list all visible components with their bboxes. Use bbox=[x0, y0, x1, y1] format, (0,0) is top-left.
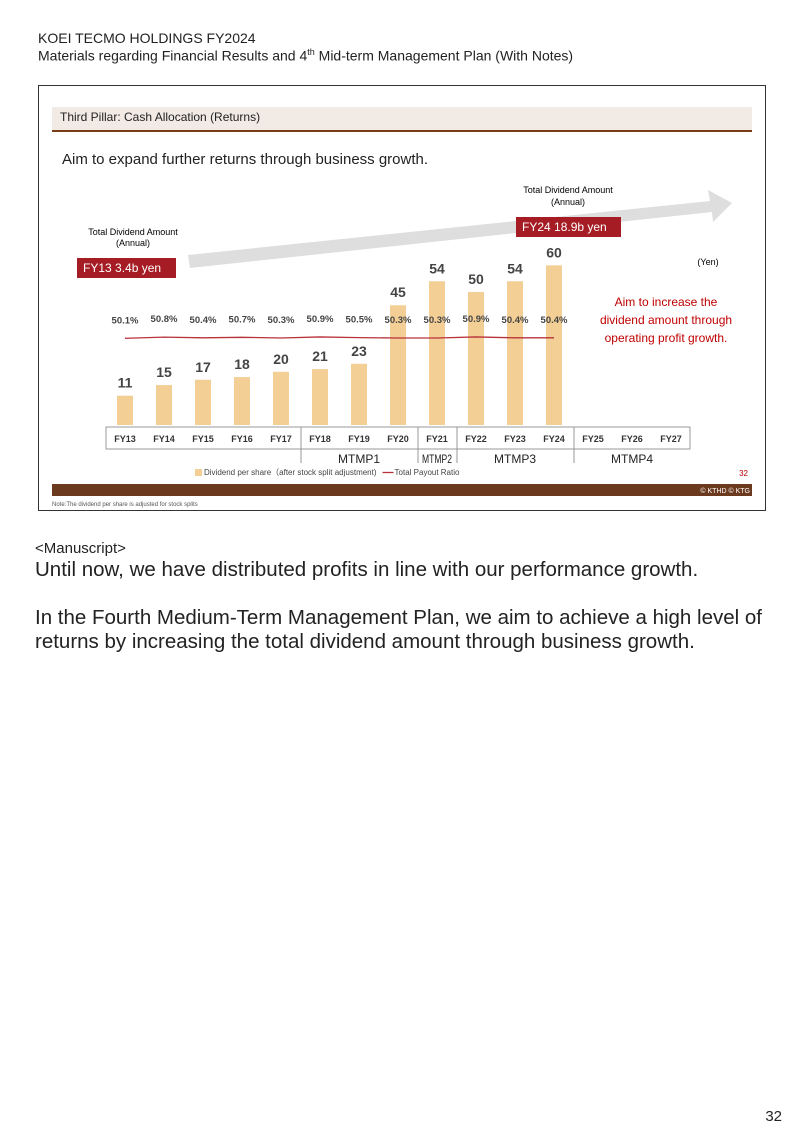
bar bbox=[468, 291, 484, 425]
footer-band bbox=[52, 484, 752, 496]
bar bbox=[195, 379, 211, 425]
bar bbox=[117, 395, 133, 425]
slide-page: 32 bbox=[739, 469, 748, 478]
note: Note:The dividend per share is adjusted … bbox=[52, 502, 198, 508]
line-value-label: 50.1% bbox=[112, 315, 139, 326]
bar bbox=[312, 369, 328, 425]
group-label: MTMP2 bbox=[422, 452, 452, 466]
line-value-label: 50.4% bbox=[502, 315, 529, 326]
x-tick-label: FY22 bbox=[465, 434, 487, 444]
x-tick-label: FY13 bbox=[114, 434, 136, 444]
bar bbox=[156, 385, 172, 425]
line-value-label: 50.9% bbox=[463, 314, 490, 325]
bar bbox=[546, 265, 562, 425]
aim-text: Aim to increase the bbox=[615, 295, 718, 309]
bar-value-label: 50 bbox=[468, 271, 484, 287]
manuscript-label: <Manuscript> bbox=[35, 540, 126, 557]
x-tick-label: FY19 bbox=[348, 434, 370, 444]
manuscript-paragraph: In the Fourth Medium-Term Management Pla… bbox=[35, 606, 762, 653]
growth-arrow bbox=[188, 190, 732, 268]
subtitle-sup: th bbox=[307, 47, 315, 57]
unit-label: (Yen) bbox=[697, 257, 718, 267]
bar bbox=[429, 281, 445, 425]
x-tick-label: FY21 bbox=[426, 434, 448, 444]
x-tick-label: FY25 bbox=[582, 434, 604, 444]
manuscript-paragraph: Until now, we have distributed profits i… bbox=[35, 558, 699, 581]
x-tick-label: FY23 bbox=[504, 434, 526, 444]
bar-value-label: 45 bbox=[390, 284, 406, 300]
line-value-label: 50.3% bbox=[385, 315, 412, 326]
x-tick-label: FY14 bbox=[153, 434, 175, 444]
group-label: MTMP4 bbox=[611, 452, 653, 466]
group-label: MTMP1 bbox=[338, 452, 380, 466]
page-number: 32 bbox=[765, 1108, 782, 1125]
category-box bbox=[105, 426, 691, 450]
bar-value-label: 11 bbox=[118, 375, 133, 391]
x-tick-label: FY24 bbox=[543, 434, 565, 444]
line-value-label: 50.3% bbox=[268, 315, 295, 326]
legend-swatch bbox=[195, 469, 202, 476]
line-value-label: 50.4% bbox=[541, 315, 568, 326]
section-band bbox=[52, 107, 752, 130]
x-tick-label: FY26 bbox=[621, 434, 643, 444]
bar-value-label: 23 bbox=[351, 343, 367, 359]
slide-frame bbox=[38, 85, 766, 511]
legend-label: Total Payout Ratio bbox=[395, 468, 460, 477]
x-tick-label: FY20 bbox=[387, 434, 409, 444]
section-title: Third Pillar: Cash Allocation (Returns) bbox=[60, 110, 260, 124]
line-value-label: 50.7% bbox=[229, 314, 256, 325]
aim-text: dividend amount through bbox=[600, 313, 732, 327]
bar-value-label: 54 bbox=[507, 260, 523, 276]
bar bbox=[273, 371, 289, 425]
caption: (Annual) bbox=[551, 197, 585, 207]
subtitle-text: Materials regarding Financial Results an… bbox=[38, 47, 308, 64]
legend-label: Dividend per share（after stock split adj… bbox=[204, 468, 377, 477]
caption: (Annual) bbox=[116, 238, 150, 248]
badge bbox=[77, 258, 176, 278]
group-label: MTMP3 bbox=[494, 452, 536, 466]
badge bbox=[516, 217, 621, 237]
line-value-label: 50.3% bbox=[424, 315, 451, 326]
subtitle-text: Mid-term Management Plan (With Notes) bbox=[314, 47, 574, 64]
x-tick-label: FY17 bbox=[270, 434, 292, 444]
headline: Aim to expand further returns through bu… bbox=[62, 151, 428, 168]
bar-value-label: 21 bbox=[312, 348, 328, 364]
x-tick-label: FY15 bbox=[192, 434, 214, 444]
caption: Total Dividend Amount bbox=[88, 227, 178, 237]
bar-value-label: 54 bbox=[429, 260, 445, 276]
ratio-line bbox=[124, 336, 554, 339]
slide: Third Pillar: Cash Allocation (Returns) … bbox=[38, 85, 766, 511]
bar bbox=[390, 305, 406, 425]
copyright: © KTHD © KTG bbox=[700, 487, 750, 495]
bar bbox=[351, 363, 367, 425]
line-value-label: 50.5% bbox=[346, 315, 373, 326]
caption: Total Dividend Amount bbox=[523, 185, 613, 195]
bar bbox=[234, 377, 250, 425]
bar-value-label: 60 bbox=[546, 244, 562, 260]
x-tick-label: FY27 bbox=[660, 434, 682, 444]
bar-value-label: 17 bbox=[195, 359, 211, 375]
bar-value-label: 15 bbox=[156, 364, 172, 380]
line-value-label: 50.9% bbox=[307, 314, 334, 325]
x-tick-label: FY16 bbox=[231, 434, 253, 444]
aim-text: operating profit growth. bbox=[605, 331, 728, 345]
bar bbox=[507, 281, 523, 425]
bar-value-label: 18 bbox=[234, 356, 250, 372]
manuscript: Until now, we have distributed profits i… bbox=[35, 558, 775, 678]
header-subtitle: Materials regarding Financial Results an… bbox=[38, 47, 573, 64]
line-value-label: 50.8% bbox=[151, 314, 178, 325]
bar-value-label: 20 bbox=[273, 351, 289, 367]
badge-text: FY24 18.9b yen bbox=[522, 220, 607, 234]
line-value-label: 50.4% bbox=[190, 315, 217, 326]
x-tick-label: FY18 bbox=[309, 434, 331, 444]
badge-text: FY13 3.4b yen bbox=[83, 261, 161, 275]
header-company: KOEI TECMO HOLDINGS FY2024 bbox=[38, 30, 256, 46]
